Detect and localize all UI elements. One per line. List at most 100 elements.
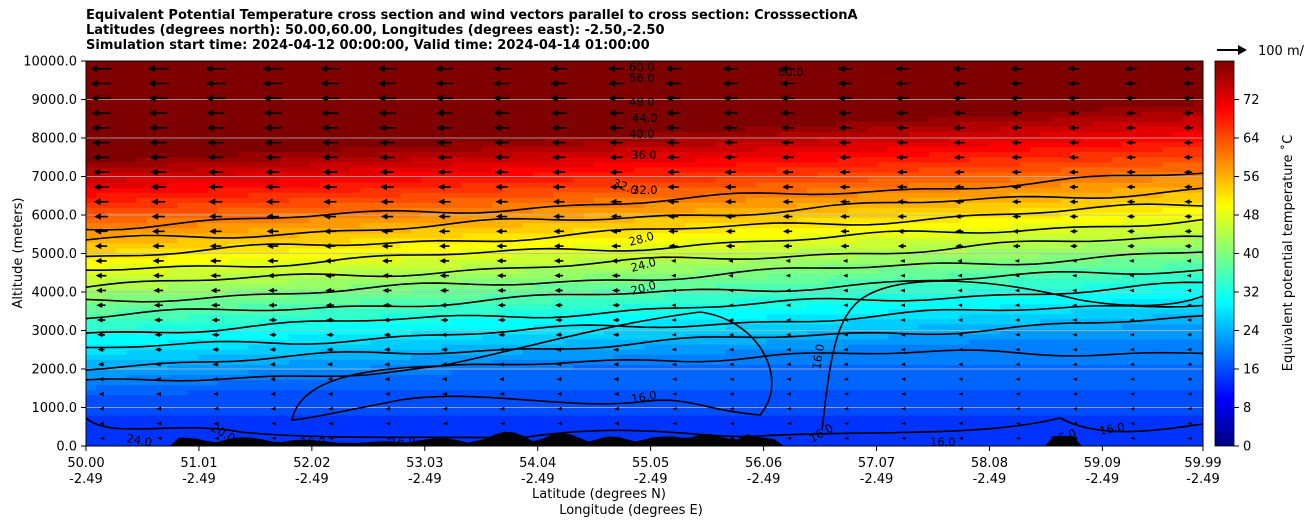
field-cell [289,268,300,275]
field-cell [583,126,595,133]
field-cell [218,435,229,442]
field-cell [614,167,625,174]
field-cell [248,197,260,204]
field-cell [461,121,473,128]
field-cell [289,91,300,98]
field-cell [705,76,717,82]
field-cell [136,223,148,229]
field-cell [248,390,260,396]
field-cell [370,309,382,315]
field-cell [746,202,757,209]
field-cell [522,136,534,143]
field-cell [197,223,209,229]
field-cell [644,243,656,250]
field-cell [207,309,219,315]
field-cell [238,370,250,376]
field-cell [278,425,290,432]
field-cell [542,410,554,417]
field-cell [350,380,361,386]
field-cell [126,157,138,163]
field-cell [380,86,392,92]
field-cell [471,91,483,98]
field-cell [512,212,524,219]
field-cell [471,263,483,270]
field-cell [238,167,250,174]
field-cell [603,157,615,163]
field-cell [207,86,219,92]
field-cell [471,197,483,204]
field-cell [228,207,239,214]
field-cell [705,111,717,118]
field-cell [492,370,503,376]
field-cell [228,157,239,163]
field-cell [654,152,666,158]
field-cell [532,380,544,386]
field-cell [725,430,737,437]
field-cell [421,106,432,113]
field-cell [350,390,361,396]
field-cell [116,207,128,214]
field-cell [593,370,605,376]
field-cell [634,354,646,361]
field-cell [187,410,199,417]
field-cell [197,86,209,92]
field-cell [228,147,239,153]
field-cell [278,172,290,179]
field-cell [136,248,148,255]
field-cell [471,71,483,77]
field-cell [593,263,605,270]
field-cell [735,182,747,189]
field-cell [471,152,483,158]
field-cell [106,400,118,407]
field-cell [685,425,696,432]
field-cell [532,339,544,346]
field-cell [248,283,260,290]
field-cell [695,81,707,87]
field-cell [248,258,260,265]
field-cell [492,152,503,158]
field-cell [634,86,646,92]
field-cell [522,354,534,361]
field-cell [390,177,402,184]
field-cell [674,385,686,391]
field-cell [674,157,686,163]
field-cell [593,304,605,310]
field-cell [746,187,757,194]
field-cell [461,425,473,432]
field-cell [339,207,351,214]
field-cell [167,440,178,446]
field-cell [624,349,635,356]
field-cell [695,380,707,386]
field-cell [268,121,280,128]
field-cell [410,66,422,72]
field-cell [431,354,442,361]
field-cell [248,187,260,194]
field-cell [319,207,331,214]
field-cell [136,364,148,371]
field-cell [634,425,646,432]
field-cell [370,197,382,204]
field-cell [339,253,351,260]
field-cell [410,182,422,189]
field-cell [258,375,270,381]
field-cell [278,111,290,118]
field-cell [370,233,382,239]
field-cell [319,202,331,209]
field-cell [735,172,747,179]
field-cell [654,101,666,108]
field-cell [116,400,128,407]
field-cell [461,197,473,204]
field-cell [380,131,392,138]
field-cell [96,299,107,305]
field-cell [735,101,747,108]
field-cell [492,192,503,199]
field-cell [563,91,575,98]
field-cell [431,395,442,402]
field-cell [502,253,514,260]
field-cell [136,177,148,184]
field-cell [360,390,371,396]
field-cell [553,329,564,336]
field-cell [482,91,493,98]
field-cell [654,131,666,138]
field-cell [421,344,432,351]
